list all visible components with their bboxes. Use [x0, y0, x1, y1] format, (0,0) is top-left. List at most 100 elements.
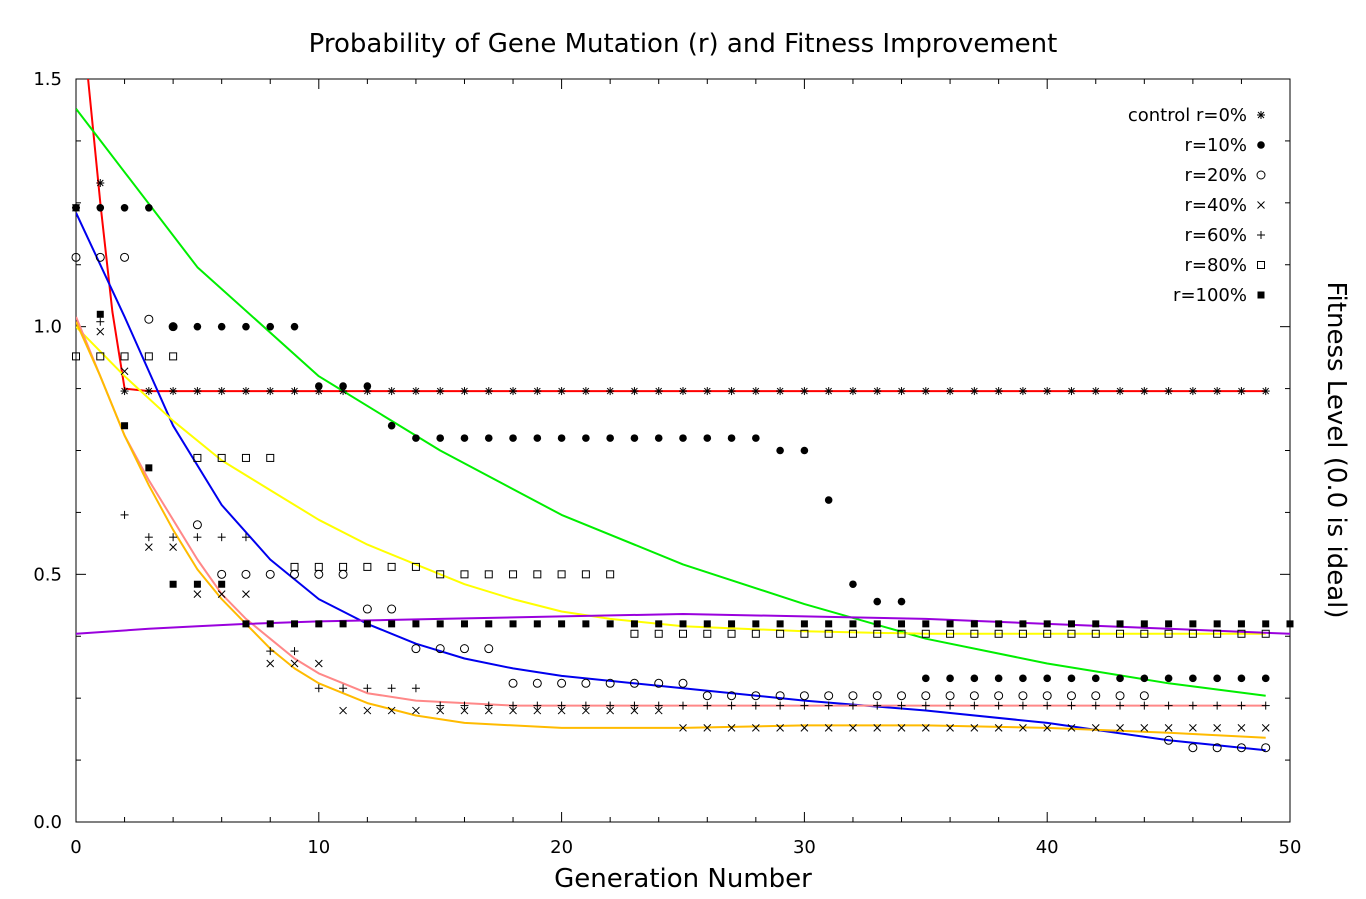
data-point — [1164, 701, 1173, 710]
data-point — [411, 562, 420, 571]
data-point — [387, 706, 396, 715]
data-point — [970, 387, 979, 396]
y-tick-label: 1.5 — [33, 69, 62, 90]
data-point — [970, 701, 979, 710]
data-point — [242, 620, 250, 628]
data-point — [1140, 387, 1149, 396]
data-point — [95, 252, 105, 262]
legend-marker — [1257, 291, 1265, 299]
data-point — [630, 387, 639, 396]
data-point — [1165, 620, 1173, 628]
y-axis-label: Fitness Level (0.0 is ideal) — [1321, 281, 1351, 618]
data-point — [898, 620, 906, 628]
chart-title: Probability of Gene Mutation (r) and Fit… — [309, 29, 1058, 59]
data-point — [703, 387, 712, 396]
data-point — [509, 706, 517, 715]
data-point — [290, 562, 299, 571]
x-tick-label: 10 — [307, 837, 330, 858]
data-point — [1018, 387, 1027, 396]
data-point — [460, 387, 469, 396]
data-point — [1237, 674, 1246, 683]
data-point — [1067, 620, 1075, 628]
data-point — [1018, 629, 1027, 638]
data-point — [630, 629, 639, 638]
data-point — [266, 620, 274, 628]
data-point — [946, 701, 955, 710]
data-point — [533, 620, 541, 628]
data-point — [436, 701, 445, 710]
data-point — [1139, 691, 1149, 701]
fit-line — [76, 321, 1266, 739]
data-point — [629, 678, 639, 688]
data-point — [1116, 674, 1124, 683]
data-point — [824, 629, 833, 638]
data-point — [800, 387, 809, 396]
data-point — [994, 629, 1003, 638]
data-point — [800, 629, 809, 638]
data-point — [557, 434, 566, 442]
data-point — [558, 620, 566, 628]
data-point — [1018, 701, 1027, 710]
data-point — [218, 580, 226, 588]
data-point — [460, 570, 469, 579]
x-tick-label: 50 — [1279, 837, 1302, 858]
data-point — [946, 629, 955, 638]
data-point — [1067, 724, 1076, 732]
legend-label: r=80% — [1185, 255, 1248, 276]
data-point — [241, 569, 251, 579]
legend-label: r=100% — [1173, 285, 1247, 306]
data-point — [1140, 620, 1148, 628]
data-point — [193, 453, 202, 462]
data-point — [241, 453, 250, 462]
data-point — [606, 434, 614, 442]
data-point — [1261, 674, 1270, 683]
data-point — [776, 724, 784, 732]
data-point — [96, 310, 104, 318]
data-point — [290, 322, 299, 331]
legend-label: r=40% — [1185, 195, 1248, 216]
data-point — [873, 629, 882, 638]
data-point — [1091, 674, 1100, 683]
data-point — [363, 706, 372, 715]
data-point — [1140, 674, 1149, 683]
data-point — [1188, 701, 1197, 710]
data-point — [751, 701, 760, 710]
data-point — [169, 533, 178, 542]
data-point — [217, 590, 226, 599]
data-point — [484, 701, 493, 710]
legend-label: control r=0% — [1128, 105, 1247, 126]
data-point — [193, 533, 202, 542]
data-point — [606, 620, 614, 628]
data-point — [363, 620, 371, 628]
data-point — [897, 691, 907, 701]
data-point — [606, 701, 615, 710]
data-point — [533, 434, 542, 442]
data-point — [96, 317, 105, 326]
data-point — [727, 387, 736, 396]
data-point — [71, 252, 81, 262]
data-point — [144, 387, 153, 396]
x-tick-label: 30 — [793, 837, 816, 858]
data-point — [849, 724, 857, 732]
y-tick-label: 0.0 — [33, 812, 62, 833]
data-point — [1261, 743, 1271, 753]
data-point — [290, 659, 299, 668]
data-point — [96, 327, 105, 336]
data-point — [436, 387, 445, 396]
data-point — [411, 387, 420, 396]
data-point — [266, 387, 275, 396]
data-point — [994, 701, 1003, 710]
data-point — [703, 620, 711, 628]
legend-label: r=20% — [1185, 165, 1248, 186]
data-point — [557, 706, 566, 715]
data-point — [582, 706, 590, 715]
data-point — [752, 620, 760, 628]
data-point — [994, 724, 1003, 732]
data-point — [1067, 629, 1076, 638]
data-point — [776, 446, 784, 455]
data-point — [509, 387, 518, 396]
data-point — [994, 691, 1004, 701]
data-point — [1261, 701, 1270, 710]
data-point — [606, 387, 615, 396]
